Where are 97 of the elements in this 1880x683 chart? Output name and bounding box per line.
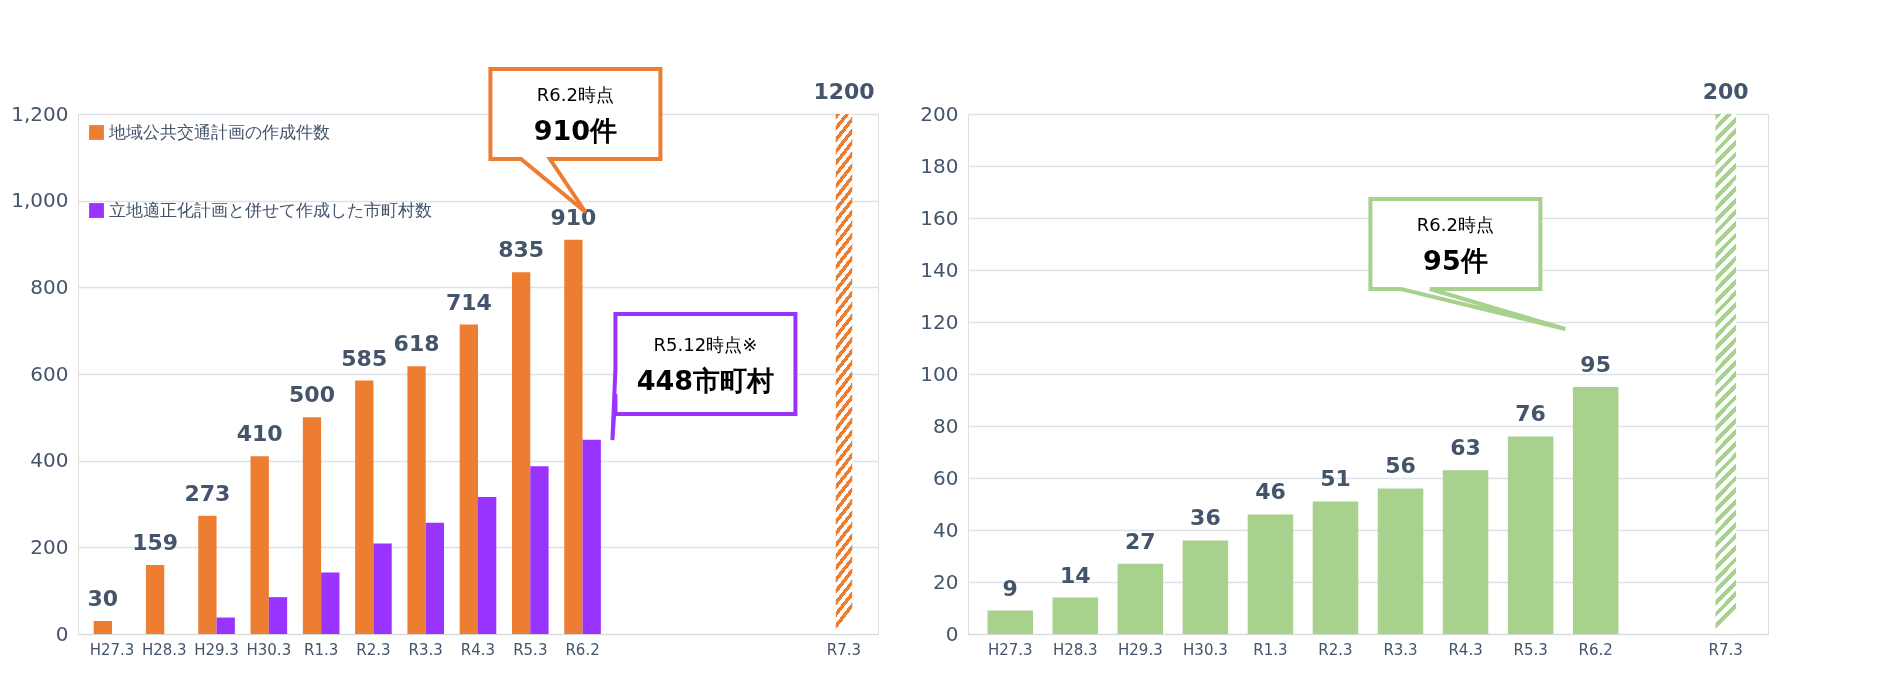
x-tick-label: H30.3 bbox=[1183, 640, 1228, 659]
data-label: 56 bbox=[1385, 453, 1416, 479]
x-tick-label: R7.3 bbox=[1708, 640, 1743, 659]
x-tick-label: H29.3 bbox=[1118, 640, 1163, 659]
data-label: 410 bbox=[236, 421, 283, 447]
x-tick-label: R3.3 bbox=[408, 640, 443, 659]
x-tick-label: R2.3 bbox=[356, 640, 391, 659]
y-tick-label: 0 bbox=[55, 621, 69, 646]
bar bbox=[530, 466, 549, 634]
y-tick-label: 140 bbox=[920, 257, 959, 282]
x-tick-label: R6.2 bbox=[565, 640, 600, 659]
annotation: R6.2時点 910件 bbox=[533, 84, 618, 146]
bar bbox=[250, 456, 269, 634]
bar bbox=[216, 617, 235, 634]
x-tick-label: R1.3 bbox=[1253, 640, 1288, 659]
x-tick-label: H27.3 bbox=[987, 640, 1033, 659]
data-label: 76 bbox=[1515, 401, 1546, 427]
data-label: 46 bbox=[1255, 479, 1286, 505]
x-tick-label: H27.3 bbox=[89, 640, 135, 659]
x-tick-label: H28.3 bbox=[141, 640, 187, 659]
data-label: 9 bbox=[1002, 575, 1018, 601]
y-tick-label: 160 bbox=[920, 205, 959, 230]
data-label: 95 bbox=[1580, 352, 1611, 377]
bar bbox=[1442, 470, 1489, 634]
y-tick-label: 100 bbox=[920, 361, 959, 386]
bar bbox=[407, 366, 426, 634]
data-label: 835 bbox=[498, 237, 545, 263]
data-label: 200 bbox=[1702, 79, 1749, 104]
x-tick-label: H29.3 bbox=[194, 640, 239, 659]
data-label: 1200 bbox=[813, 79, 875, 104]
x-tick-label: R1.3 bbox=[304, 640, 339, 659]
data-label: 27 bbox=[1125, 528, 1156, 554]
y-tick-label: 40 bbox=[933, 517, 959, 542]
bar bbox=[1377, 488, 1424, 634]
bar bbox=[1507, 436, 1554, 634]
y-tick-label: 180 bbox=[920, 153, 959, 178]
data-label: 910 bbox=[550, 204, 597, 230]
x-tick-label: R5.3 bbox=[513, 640, 548, 659]
bar bbox=[478, 497, 497, 634]
annotation: R6.2時点 95件 bbox=[1416, 214, 1494, 276]
data-label: 63 bbox=[1450, 435, 1481, 461]
bar bbox=[1572, 387, 1619, 634]
data-label: 714 bbox=[445, 289, 492, 315]
legend-label: 地域公共交通計画の作成件数 bbox=[108, 121, 330, 142]
x-tick-label: R4.3 bbox=[1448, 640, 1483, 659]
y-tick-label: 0 bbox=[945, 621, 959, 646]
data-label: 273 bbox=[184, 480, 231, 506]
y-tick-label: 120 bbox=[920, 309, 959, 334]
bar bbox=[1052, 597, 1099, 634]
bar bbox=[835, 114, 853, 634]
bar bbox=[1312, 501, 1359, 634]
bar bbox=[459, 324, 478, 634]
bar bbox=[93, 621, 112, 634]
x-tick-label: R5.3 bbox=[1513, 640, 1548, 659]
data-label: 14 bbox=[1060, 562, 1091, 588]
bar bbox=[373, 543, 392, 634]
x-tick-label: H28.3 bbox=[1052, 640, 1098, 659]
y-tick-label: 200 bbox=[30, 534, 69, 559]
x-tick-label: R3.3 bbox=[1383, 640, 1418, 659]
data-label: 30 bbox=[87, 586, 119, 611]
bar bbox=[425, 522, 445, 634]
annotation: R5.12時点※ 448市町村 bbox=[636, 334, 775, 396]
y-tick-label: 200 bbox=[920, 101, 959, 126]
data-label: 585 bbox=[341, 345, 388, 371]
y-tick-label: 800 bbox=[30, 274, 69, 299]
x-tick-label: R7.3 bbox=[826, 640, 862, 659]
bar bbox=[198, 515, 217, 634]
y-tick-label: 1,200 bbox=[11, 101, 69, 126]
bar bbox=[268, 597, 288, 634]
bar bbox=[987, 610, 1034, 634]
bar bbox=[355, 380, 374, 634]
bar bbox=[145, 565, 165, 634]
data-label: 51 bbox=[1320, 466, 1351, 492]
bar bbox=[582, 439, 601, 634]
y-tick-label: 80 bbox=[933, 413, 959, 438]
bar bbox=[1182, 540, 1229, 634]
bar bbox=[1247, 514, 1294, 634]
data-label: 159 bbox=[132, 530, 179, 556]
bar bbox=[511, 272, 531, 634]
bar bbox=[1715, 114, 1736, 634]
y-tick-label: 400 bbox=[30, 448, 69, 473]
data-label: 618 bbox=[393, 331, 440, 357]
bar bbox=[1117, 563, 1164, 634]
y-tick-label: 1,000 bbox=[11, 188, 69, 213]
y-tick-label: 600 bbox=[30, 361, 69, 386]
legend-label: 立地適正化計画と併せて作成した市町村数 bbox=[109, 199, 432, 220]
x-tick-label: H30.3 bbox=[246, 640, 292, 659]
y-tick-label: 20 bbox=[933, 569, 959, 594]
data-label: 500 bbox=[289, 382, 335, 408]
bar bbox=[564, 239, 583, 634]
bar bbox=[321, 572, 340, 634]
bar bbox=[302, 417, 322, 634]
x-tick-label: R4.3 bbox=[460, 640, 496, 659]
x-tick-label: R2.3 bbox=[1318, 640, 1353, 659]
y-tick-label: 60 bbox=[933, 465, 959, 490]
data-label: 36 bbox=[1190, 505, 1221, 531]
x-tick-label: R6.2 bbox=[1578, 640, 1613, 659]
